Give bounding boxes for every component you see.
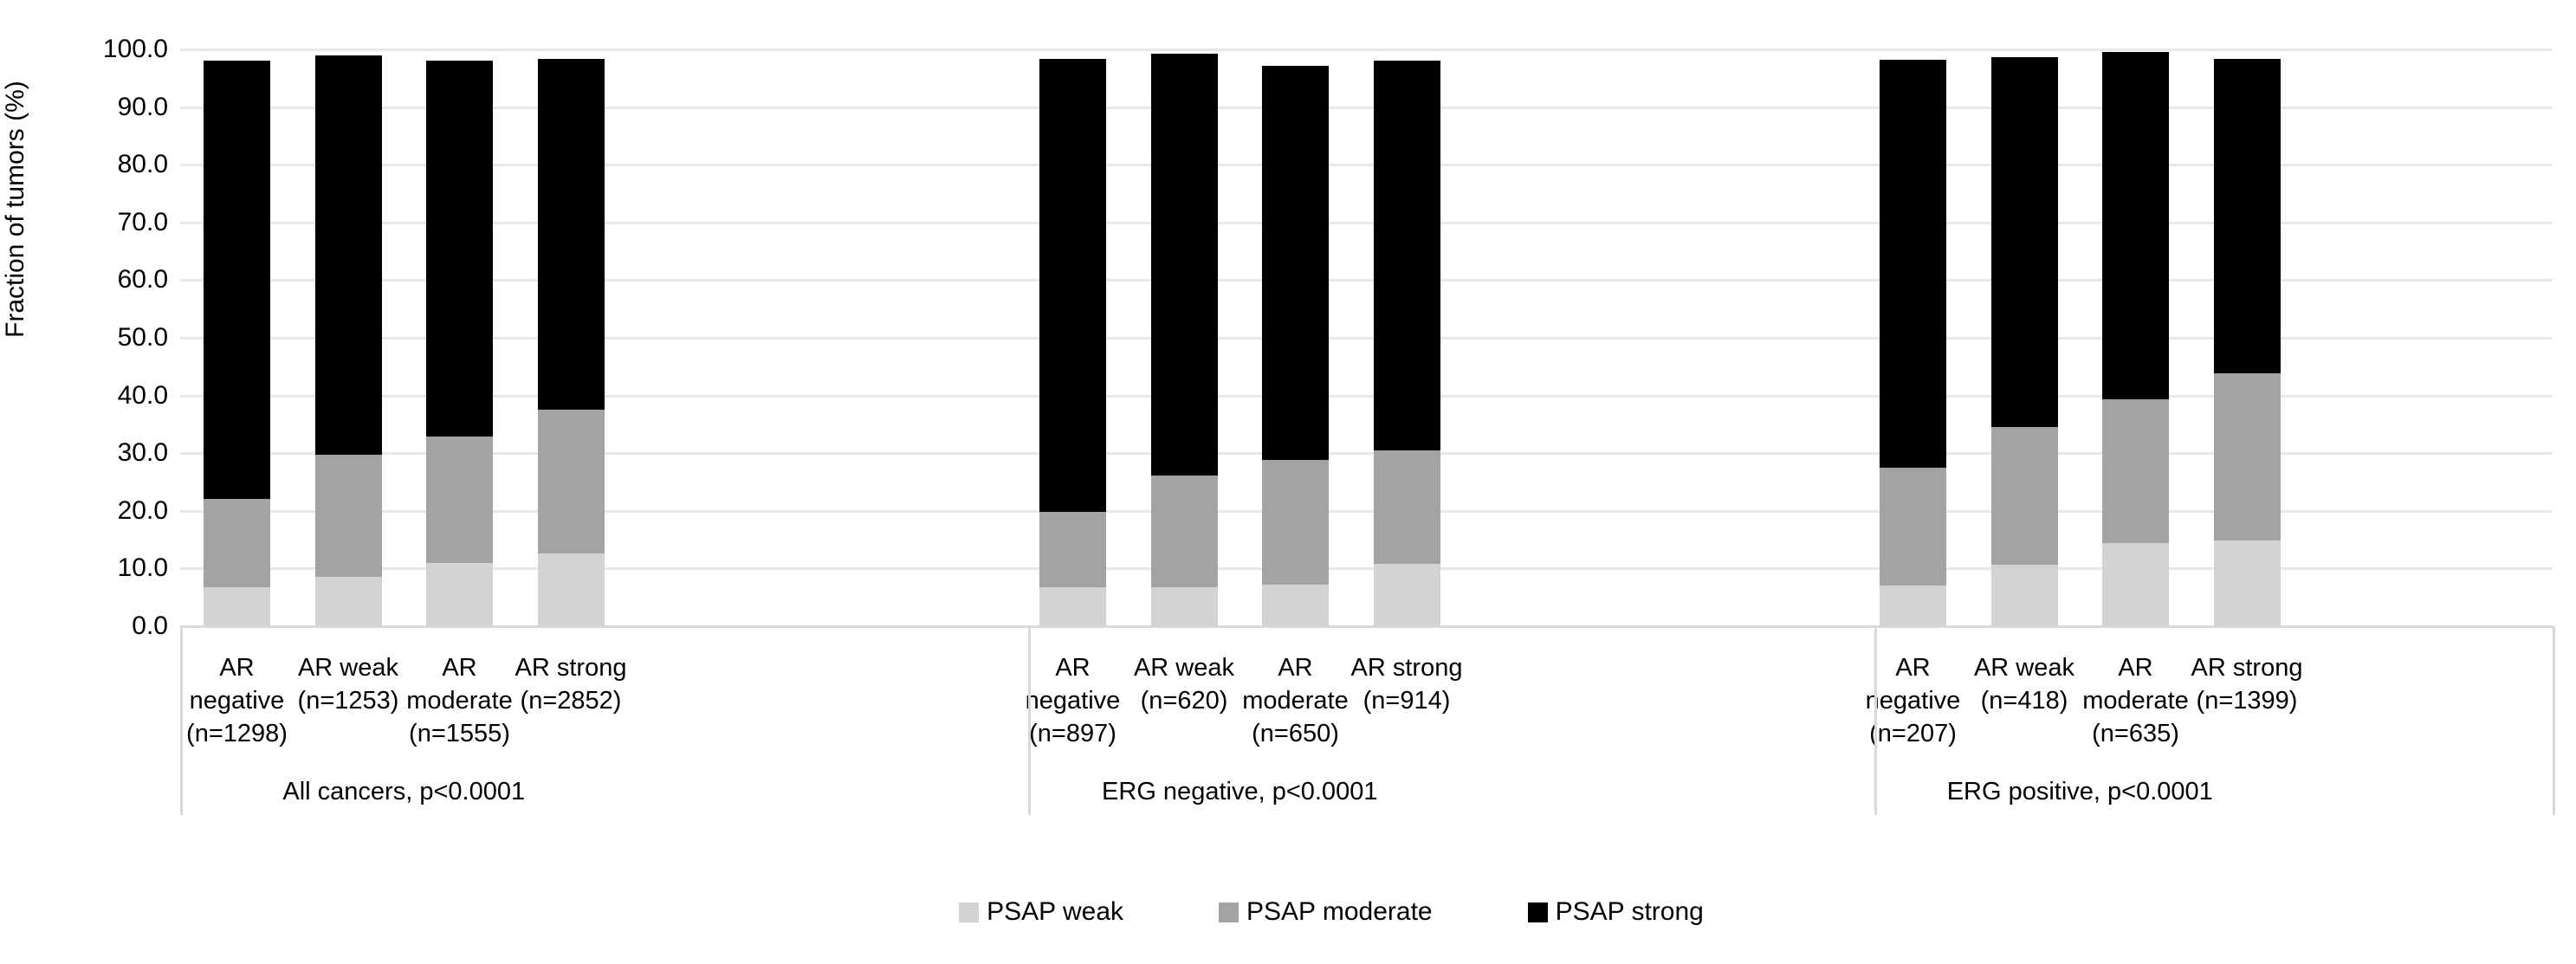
- bar-segment-psap-weak: [537, 553, 605, 626]
- legend-swatch-icon: [1219, 902, 1239, 922]
- y-tick-label: 10.0: [117, 553, 168, 583]
- group-separator-line: [2553, 626, 2555, 815]
- bar-segment-psap-moderate: [1262, 459, 1329, 586]
- y-tick-label: 100.0: [102, 35, 168, 63]
- bar-segment-psap-moderate: [1373, 450, 1440, 565]
- bar-segment-psap-strong: [1262, 65, 1329, 460]
- bar-segment-psap-weak: [2213, 540, 2281, 626]
- group-separator-line: [1028, 626, 1031, 815]
- gridline: [180, 164, 2553, 167]
- y-tick-label: 0.0: [132, 611, 168, 640]
- y-tick-label: 60.0: [117, 265, 168, 294]
- bar-segment-psap-strong: [204, 60, 270, 500]
- legend-swatch-icon: [1527, 902, 1548, 922]
- legend-swatch-icon: [959, 902, 980, 922]
- category-label: AR moderate (n=650): [1242, 654, 1349, 747]
- bar-segment-psap-strong: [1039, 59, 1106, 513]
- bar-segment-psap-strong: [1990, 57, 2058, 427]
- y-tick-label: 50.0: [117, 323, 168, 352]
- bar-segment-psap-weak: [426, 563, 493, 626]
- gridline: [180, 394, 2553, 398]
- gridline: [180, 106, 2553, 109]
- group-separator-line: [1874, 626, 1877, 815]
- bar-segment-psap-weak: [314, 577, 382, 626]
- bar-segment-psap-moderate: [1150, 475, 1218, 587]
- legend-item: PSAP strong: [1527, 897, 1704, 927]
- bar-segment-psap-weak: [1880, 586, 1946, 626]
- category-label: AR moderate (n=1555): [406, 654, 513, 747]
- bar-segment-psap-moderate: [204, 499, 270, 588]
- y-axis-title: Fraction of tumors (%): [1, 81, 29, 338]
- bar-segment-psap-strong: [1373, 60, 1440, 450]
- y-tick-label: 20.0: [117, 495, 168, 525]
- bar-segment-psap-strong: [1150, 53, 1218, 476]
- bar-segment-psap-strong: [314, 55, 382, 455]
- group-label: ERG positive, p<0.0001: [1946, 778, 2213, 805]
- bar-segment-psap-weak: [1150, 586, 1218, 626]
- category-label: AR negative (n=207): [1865, 654, 1961, 747]
- bar-segment-psap-moderate: [1880, 467, 1946, 586]
- bar-segment-psap-moderate: [537, 409, 605, 554]
- gridline: [180, 279, 2553, 282]
- category-label: AR strong (n=914): [1350, 654, 1463, 715]
- bar-segment-psap-strong: [2213, 58, 2281, 373]
- legend-label: PSAP strong: [1555, 897, 1704, 926]
- y-tick-label: 70.0: [117, 207, 168, 236]
- bar-segment-psap-weak: [1262, 585, 1329, 626]
- legend-label: PSAP weak: [987, 897, 1124, 926]
- bar-segment-psap-strong: [2102, 52, 2169, 399]
- category-label: AR weak (n=1253): [297, 654, 399, 715]
- bar-segment-psap-moderate: [1990, 426, 2058, 566]
- category-label: AR negative (n=897): [1025, 654, 1121, 747]
- gridline: [180, 567, 2553, 571]
- category-label: AR negative (n=1298): [186, 654, 288, 747]
- bar-segment-psap-weak: [1039, 587, 1106, 626]
- bar-segment-psap-strong: [1880, 59, 1946, 468]
- bar-segment-psap-weak: [1990, 565, 2058, 626]
- category-label: AR weak (n=418): [1973, 654, 2075, 715]
- category-label: AR weak (n=620): [1133, 654, 1235, 715]
- bar-segment-psap-strong: [537, 59, 605, 410]
- gridline: [180, 452, 2553, 456]
- group-separator-line: [180, 626, 183, 815]
- y-tick-label: 30.0: [117, 438, 168, 468]
- bar-segment-psap-moderate: [2102, 398, 2169, 544]
- x-axis-line: [180, 625, 2553, 628]
- legend-item: PSAP weak: [959, 897, 1123, 927]
- gridline: [180, 49, 2553, 51]
- y-tick-label: 80.0: [117, 150, 168, 179]
- legend-item: PSAP moderate: [1219, 897, 1433, 927]
- bar-segment-psap-moderate: [314, 454, 382, 578]
- bar-segment-psap-weak: [204, 587, 270, 626]
- category-label: AR strong (n=1399): [2191, 654, 2303, 715]
- group-label: ERG negative, p<0.0001: [1102, 778, 1378, 805]
- bar-segment-psap-moderate: [2213, 372, 2281, 541]
- gridline: [180, 509, 2553, 513]
- bar-segment-psap-weak: [2102, 543, 2169, 626]
- bar-segment-psap-moderate: [1039, 512, 1106, 588]
- group-label: All cancers, p<0.0001: [282, 778, 526, 805]
- y-tick-label: 40.0: [117, 380, 168, 410]
- bar-segment-psap-weak: [1373, 564, 1440, 626]
- gridline: [180, 337, 2553, 340]
- legend: PSAP weak PSAP moderate PSAP strong: [43, 897, 2576, 927]
- y-tick-label: 90.0: [117, 92, 168, 121]
- category-label: AR strong (n=2852): [515, 654, 627, 715]
- bar-segment-psap-moderate: [426, 436, 493, 564]
- bar-segment-psap-strong: [426, 60, 493, 437]
- category-label: AR moderate (n=635): [2082, 654, 2189, 747]
- gridline: [180, 221, 2553, 224]
- legend-label: PSAP moderate: [1246, 897, 1433, 926]
